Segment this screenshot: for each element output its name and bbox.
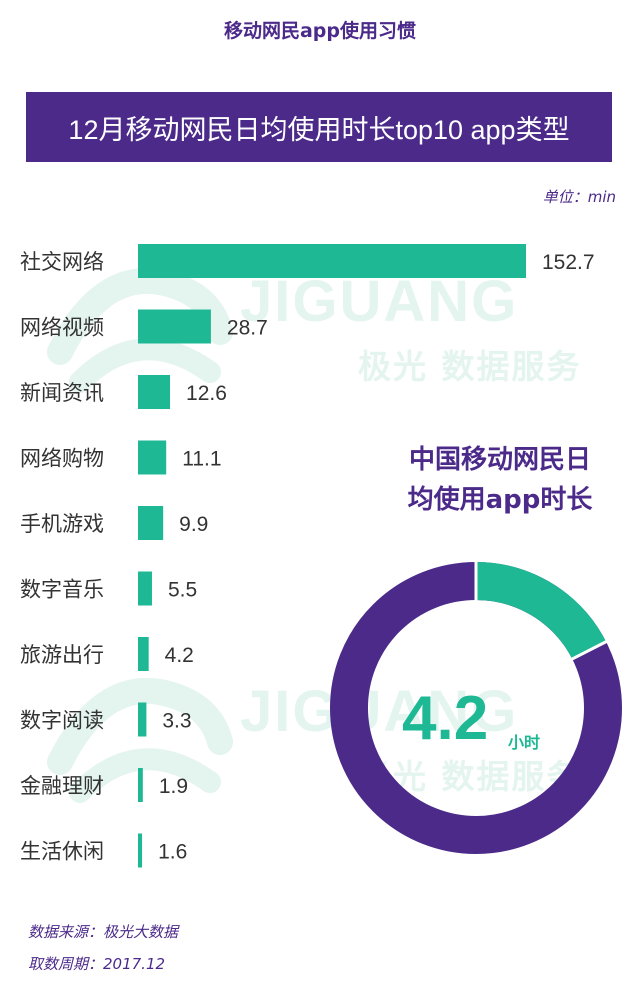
bar <box>138 833 143 868</box>
donut-title: 中国移动网民日 均使用app时长 <box>370 440 630 520</box>
category-label: 手机游戏 <box>20 512 104 536</box>
value-label: 1.9 <box>159 775 188 798</box>
value-label: 152.7 <box>542 251 595 274</box>
donut-title-line: 均使用app时长 <box>407 485 593 515</box>
donut-value: 4.2 <box>402 684 489 753</box>
bar <box>138 571 152 606</box>
value-label: 4.2 <box>165 644 194 667</box>
bar <box>138 440 167 475</box>
bar <box>138 375 171 409</box>
bar <box>138 309 211 344</box>
category-label: 新闻资讯 <box>20 381 104 405</box>
category-label: 生活休闲 <box>20 840 104 864</box>
value-label: 1.6 <box>158 841 187 864</box>
bar <box>138 702 147 737</box>
value-label: 12.6 <box>186 382 227 405</box>
footer-source: 数据来源：极光大数据 <box>28 923 179 941</box>
donut-separator <box>570 639 608 661</box>
chart-banner: 12月移动网民日均使用时长top10 app类型 <box>26 92 612 162</box>
donut-chart <box>330 561 622 854</box>
page-title: 移动网民app使用习惯 <box>223 20 417 42</box>
bar <box>138 637 149 671</box>
bar <box>138 244 526 278</box>
donut-title-line: 中国移动网民日 <box>408 445 591 475</box>
category-label: 金融理财 <box>20 774 104 798</box>
category-label: 数字音乐 <box>20 578 104 602</box>
donut-unit: 小时 <box>508 733 541 752</box>
value-label: 11.1 <box>182 448 221 471</box>
footer-period: 取数周期：2017.12 <box>28 955 166 973</box>
value-label: 28.7 <box>227 317 268 340</box>
category-label: 数字阅读 <box>20 709 104 733</box>
category-label: 旅游出行 <box>20 643 104 667</box>
bar <box>138 506 164 540</box>
category-label: 社交网络 <box>20 250 104 274</box>
unit-label: 单位：min <box>542 188 616 206</box>
value-label: 9.9 <box>179 513 208 536</box>
chart-title: 12月移动网民日均使用时长top10 app类型 <box>68 114 570 145</box>
value-label: 5.5 <box>168 579 197 602</box>
value-label: 3.3 <box>162 710 191 733</box>
bar <box>138 768 143 802</box>
category-label: 网络购物 <box>20 447 104 471</box>
bar-chart: 社交网络 152.7 网络视频 28.7 新闻资讯 12.6 网络购物 11.1 手机游戏 9.9… <box>20 244 595 868</box>
category-label: 网络视频 <box>20 316 104 340</box>
